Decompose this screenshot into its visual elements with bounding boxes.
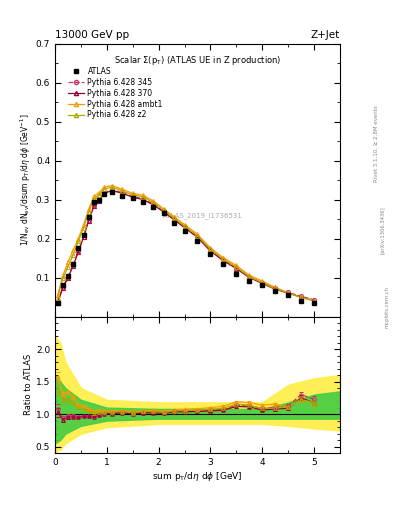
Text: Scalar $\Sigma$(p$_{\rm T}$) (ATLAS UE in Z production): Scalar $\Sigma$(p$_{\rm T}$) (ATLAS UE i…: [114, 54, 281, 68]
X-axis label: sum p$_{\rm T}$/d$\eta$ d$\phi$ [GeV]: sum p$_{\rm T}$/d$\eta$ d$\phi$ [GeV]: [152, 470, 243, 483]
Legend: ATLAS, Pythia 6.428 345, Pythia 6.428 370, Pythia 6.428 ambt1, Pythia 6.428 z2: ATLAS, Pythia 6.428 345, Pythia 6.428 37…: [64, 63, 166, 122]
Text: 13000 GeV pp: 13000 GeV pp: [55, 30, 129, 40]
Y-axis label: Ratio to ATLAS: Ratio to ATLAS: [24, 354, 33, 415]
Text: ATLAS_2019_I1736531: ATLAS_2019_I1736531: [163, 212, 243, 219]
Text: Z+Jet: Z+Jet: [311, 30, 340, 40]
Text: Rivet 3.1.10, ≥ 2.8M events: Rivet 3.1.10, ≥ 2.8M events: [374, 105, 379, 182]
Text: [arXiv:1306.3436]: [arXiv:1306.3436]: [380, 206, 384, 254]
Text: mcplots.cern.ch: mcplots.cern.ch: [385, 286, 389, 328]
Y-axis label: 1/N$_{\rm ev}$ dN$_{\rm ev}$/dsum p$_{\rm T}$/d$\eta$ d$\phi$ [GeV$^{-1}$]: 1/N$_{\rm ev}$ dN$_{\rm ev}$/dsum p$_{\r…: [18, 114, 33, 246]
